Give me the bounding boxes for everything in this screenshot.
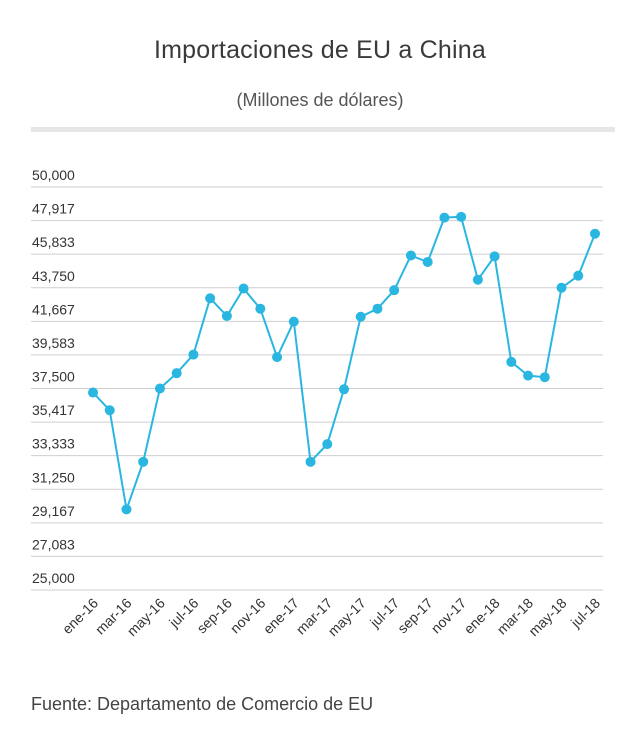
data-point: [506, 356, 517, 367]
data-point: [339, 384, 349, 395]
x-tick-label: may-18: [525, 595, 569, 639]
series-line: [92, 215, 596, 510]
data-point: [372, 303, 383, 314]
y-tick-label: 47,917: [32, 201, 75, 217]
y-tick-label: 41,667: [32, 301, 75, 317]
data-point: [171, 368, 182, 379]
data-point: [472, 274, 483, 285]
data-point: [422, 256, 433, 267]
data-point: [556, 282, 567, 293]
y-tick-label: 29,167: [32, 503, 75, 519]
x-tick-label: ene-17: [260, 595, 302, 637]
x-tick-label: nov-16: [227, 595, 269, 637]
data-point: [121, 504, 132, 515]
y-tick-label: 37,500: [32, 369, 75, 385]
x-tick-label: may-17: [325, 595, 369, 639]
y-tick-label: 27,083: [32, 536, 75, 552]
data-point: [590, 228, 600, 239]
chart-subtitle: (Millones de dólares): [236, 90, 404, 110]
x-tick-label: sep-16: [193, 595, 235, 637]
data-point: [405, 250, 416, 261]
y-tick-label: 45,833: [32, 234, 75, 250]
line-chart: 50,000 47,917 45,833 43,750 41,667 39,583 37,5…: [31, 167, 603, 639]
y-axis-ticks: 50,000 47,917 45,833 43,750 41,667 39,583 37,5…: [32, 167, 75, 586]
gridlines: [31, 186, 603, 591]
y-tick-label: 31,250: [32, 469, 75, 485]
data-point: [389, 285, 400, 296]
data-point: [88, 387, 98, 398]
data-point: [573, 270, 584, 281]
data-point: [539, 372, 550, 383]
data-point: [439, 212, 450, 223]
data-point: [456, 211, 467, 222]
data-point: [288, 316, 299, 327]
data-point: [238, 283, 249, 294]
y-tick-label: 25,000: [32, 570, 75, 586]
data-point: [255, 303, 266, 314]
y-tick-label: 35,417: [32, 402, 75, 418]
x-tick-label: sep-17: [394, 595, 436, 637]
data-point: [305, 456, 316, 467]
data-point: [221, 310, 232, 321]
data-point: [272, 352, 283, 363]
data-point: [205, 293, 216, 304]
series-layer: [88, 211, 600, 515]
y-tick-label: 39,583: [32, 335, 75, 351]
y-tick-label: 33,333: [32, 436, 75, 452]
x-tick-label: may-16: [124, 595, 168, 639]
data-point: [104, 405, 115, 416]
x-tick-label: jul-18: [567, 595, 603, 631]
data-point: [322, 439, 333, 450]
x-tick-label: ene-18: [461, 595, 503, 637]
data-point: [489, 251, 500, 262]
data-point: [523, 370, 534, 381]
x-axis-ticks: ene-16mar-16may-16jul-16sep-16nov-16ene-…: [59, 595, 603, 639]
source-note: Fuente: Departamento de Comercio de EU: [31, 694, 374, 714]
chart-title: Importaciones de EU a China: [154, 36, 486, 64]
header-divider: [31, 127, 615, 132]
data-point: [138, 456, 149, 467]
y-tick-label: 43,750: [32, 268, 75, 284]
x-tick-label: nov-17: [428, 595, 470, 637]
data-point: [154, 383, 165, 394]
data-point: [188, 349, 199, 360]
data-point: [355, 311, 366, 322]
y-tick-label: 50,000: [32, 167, 75, 183]
